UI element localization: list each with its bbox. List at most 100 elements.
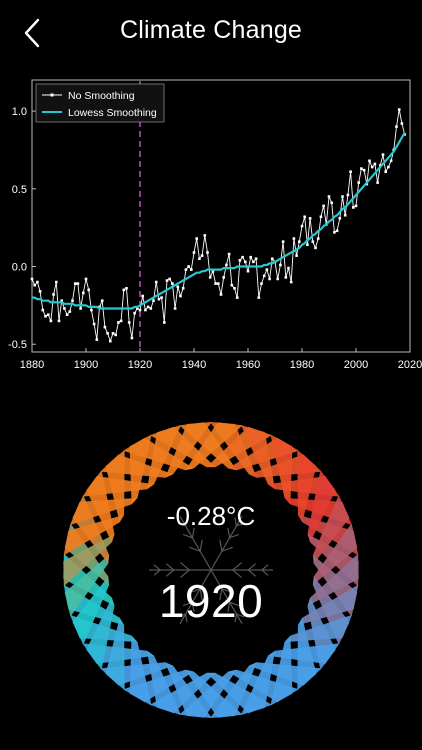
dial-segment	[240, 425, 275, 490]
snowflake-branch	[180, 569, 190, 578]
data-point	[65, 313, 69, 316]
data-point	[95, 338, 99, 341]
data-point	[284, 276, 288, 279]
data-point	[252, 260, 255, 264]
data-point	[225, 263, 228, 267]
data-point	[208, 276, 212, 279]
series-line-lowess	[32, 132, 406, 310]
data-point	[335, 229, 339, 233]
data-point	[268, 277, 271, 281]
data-point	[262, 274, 266, 278]
data-point	[200, 254, 204, 257]
snowflake-branch	[189, 546, 201, 552]
snowflake-branch	[184, 517, 188, 527]
y-tick-label: 1.0	[12, 106, 27, 118]
dial-segment	[86, 597, 115, 670]
temperature-value: -0.28°C	[166, 501, 256, 531]
snowflake-branch	[177, 522, 186, 527]
data-point	[195, 237, 198, 240]
dial-segment	[284, 614, 352, 643]
x-tick-label: 1900	[74, 359, 98, 371]
snowflake-branch	[219, 588, 223, 601]
snowflake-branch	[236, 522, 245, 527]
dial-segment	[267, 643, 340, 664]
back-button[interactable]	[14, 14, 54, 54]
temperature-chart: 1880 1900 1920 1940 1960 1980 2000 2020 -0.5 0.0 0…	[0, 76, 422, 376]
data-point	[222, 276, 225, 279]
plot-frame	[31, 79, 411, 353]
data-point	[376, 181, 379, 184]
data-point	[181, 286, 185, 290]
data-point	[154, 280, 158, 284]
data-point	[38, 290, 42, 293]
dial-segment	[72, 576, 110, 645]
data-point	[246, 269, 250, 273]
data-point	[298, 240, 301, 243]
data-point	[146, 305, 150, 309]
data-point	[141, 294, 144, 298]
data-point	[44, 314, 47, 318]
chevron-left-icon	[24, 18, 40, 48]
snowflake-branch	[236, 613, 245, 618]
data-point	[373, 162, 377, 166]
data-point	[381, 153, 385, 156]
snowflake-branch	[199, 539, 203, 552]
dial-segment	[270, 434, 293, 505]
data-point	[357, 181, 360, 184]
dial-segment	[307, 553, 359, 606]
x-tick-label: 1920	[128, 359, 152, 371]
snowflake-branch	[219, 539, 223, 552]
data-point	[125, 286, 128, 290]
data-point	[254, 257, 258, 261]
data-point	[92, 322, 96, 326]
snowflake-branch	[227, 528, 231, 538]
dial-segment	[312, 495, 350, 564]
dial-segment	[70, 497, 138, 526]
dial-segment	[228, 669, 299, 703]
data-point	[127, 321, 131, 324]
dial-segment	[129, 635, 152, 706]
data-point	[122, 288, 126, 292]
snowflake-branch	[232, 562, 242, 571]
data-point	[276, 277, 279, 281]
x-tick-label: 1980	[290, 359, 314, 371]
data-point	[387, 165, 390, 169]
dial-segment	[63, 534, 115, 587]
data-point	[233, 286, 236, 290]
data-point	[327, 195, 331, 198]
data-point	[144, 308, 147, 312]
data-point	[330, 201, 333, 205]
data-point	[73, 282, 77, 285]
snowflake-branch	[184, 613, 188, 623]
data-point	[257, 296, 261, 299]
dial-segment	[185, 422, 243, 471]
snowflake-branch	[247, 563, 257, 571]
data-point	[198, 257, 201, 261]
data-point	[190, 268, 193, 271]
data-point	[168, 277, 171, 281]
snowflake-branch	[261, 564, 269, 571]
legend-marker	[50, 93, 54, 97]
data-point	[55, 280, 58, 284]
data-point	[36, 280, 39, 284]
data-point	[149, 307, 153, 310]
data-point	[203, 234, 207, 237]
snowflake-icon	[149, 516, 273, 624]
data-point	[214, 282, 217, 285]
data-point	[84, 277, 88, 281]
dial-segment	[82, 476, 155, 497]
data-point	[346, 193, 350, 197]
data-point	[316, 237, 320, 240]
legend-label-no-smoothing: No Smoothing	[68, 90, 135, 102]
data-point	[300, 224, 304, 228]
data-point	[217, 282, 220, 285]
legend-box	[35, 83, 165, 123]
dial-segment	[147, 650, 182, 715]
data-point	[119, 319, 123, 323]
data-point	[241, 255, 244, 259]
data-point	[206, 251, 209, 254]
snowflake-branch	[191, 528, 195, 538]
data-point	[117, 321, 120, 324]
data-point	[322, 204, 325, 208]
data-point	[389, 159, 393, 163]
